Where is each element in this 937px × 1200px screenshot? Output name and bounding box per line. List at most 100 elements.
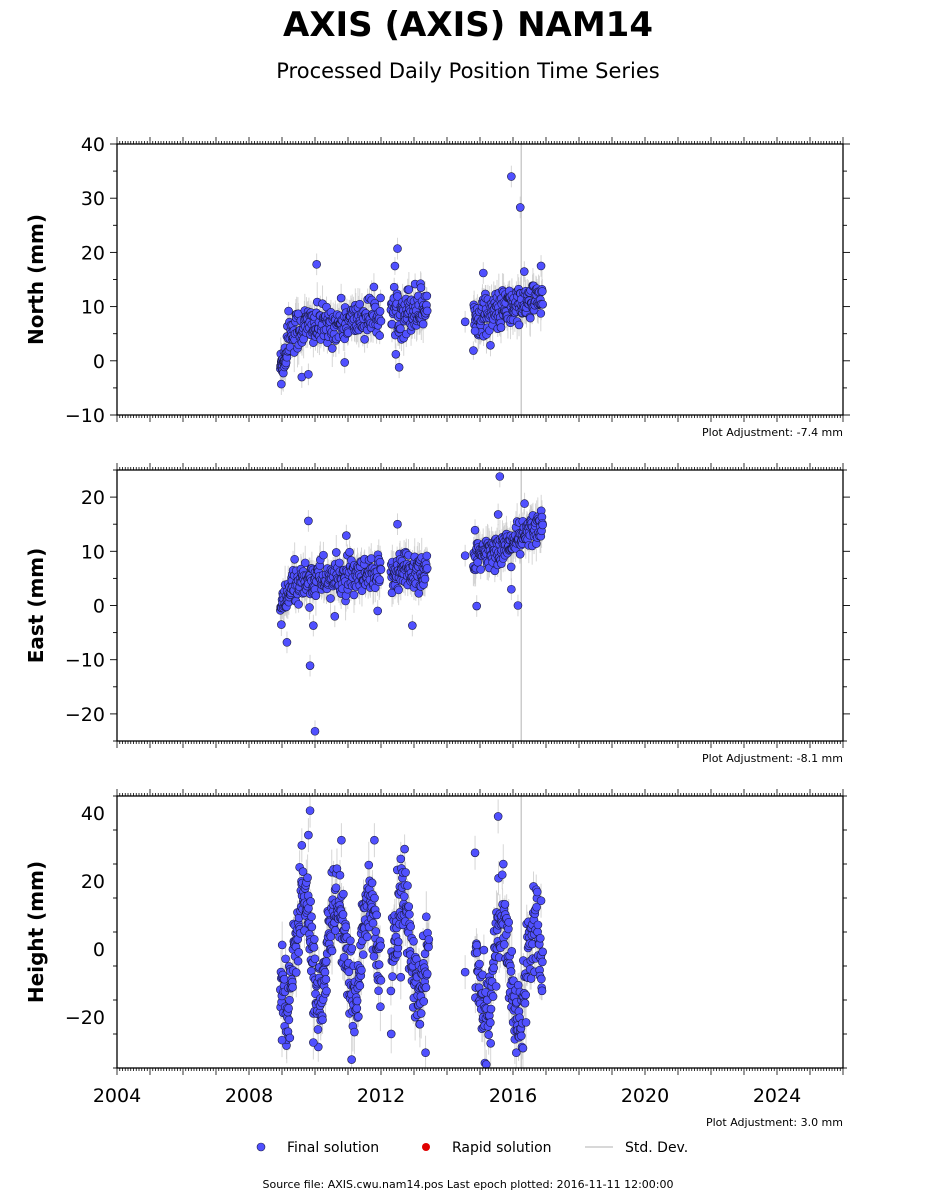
final-solution-point [538,287,547,296]
final-solution-point [415,1019,425,1029]
final-solution-point [404,902,414,911]
final-solution-point [497,870,507,880]
final-solution-point [506,562,516,572]
final-solution-point [472,940,482,950]
final-solution-point [489,963,499,973]
final-solution-point [401,868,410,877]
final-solution-point [409,936,418,946]
final-solution-point [364,860,374,870]
final-solution-point [536,896,546,906]
final-solution-point [297,840,307,850]
final-solution-point [504,917,514,927]
final-solution-point [320,967,330,977]
y-tick-label: 30 [81,188,105,210]
final-solution-point [358,950,368,959]
plot-adjustment-label: Plot Adjustment: -7.4 mm [702,426,843,439]
final-solution-point [307,912,316,922]
final-solution-point [393,292,402,301]
final-solution-point [376,316,386,326]
final-solution-point [536,261,546,271]
final-solution-point [288,982,297,992]
final-solution-point [372,910,382,920]
x-ticks [116,137,844,422]
final-solution-point [294,948,304,957]
x-ticks [116,789,844,1075]
final-solution-point [515,203,525,212]
final-solution-point [478,268,488,278]
final-solution-point [342,531,351,540]
final-solution-point [305,603,314,612]
final-solution-point [300,558,310,568]
final-solution-point [346,936,355,945]
final-solution-point [298,867,308,876]
final-solution-point [496,323,506,332]
final-solution-point [393,244,402,253]
final-solution-point [349,590,359,600]
final-solution-point [391,349,401,359]
final-solution-point [310,726,320,736]
final-solution-point [304,516,313,526]
final-solution-point [400,844,409,854]
final-solution-point [408,621,417,630]
final-solution-point [309,1038,318,1047]
chart-subtitle: Processed Daily Position Time Series [276,59,660,83]
final-solution-point [331,548,341,557]
y-tick-label: 10 [81,541,105,563]
final-solution-point [460,551,470,560]
final-solution-point [355,981,365,991]
final-solution-point [493,510,503,519]
panel-0: −10 0 10 20 30 40 North (mm) Plot Adjustment: -… [24,134,850,439]
final-solution-point [374,960,384,969]
y-tick-label: 40 [81,134,105,156]
final-solution-point [309,621,318,630]
final-solution-point [388,972,397,981]
final-solution-point [532,887,542,897]
final-solution-point [420,574,430,584]
final-solution-point [368,918,378,928]
final-solution-point [312,260,321,269]
final-solution-point [339,952,349,962]
final-solution-point [538,520,548,530]
final-solution-point [375,306,385,316]
final-solution-point [416,283,426,292]
final-solution-point [373,606,383,616]
final-solution-point [422,291,432,301]
final-solution-point [309,942,319,952]
final-solution-point [318,1015,327,1025]
final-solution-point [393,519,402,529]
final-solution-point [536,309,546,318]
final-solution-point [305,806,315,815]
final-solution-point [421,912,431,922]
final-solution-point [393,937,403,947]
final-solution-point [399,892,409,901]
final-solution-point [421,983,431,992]
final-solution-point [293,956,303,966]
final-solution-point [472,601,482,611]
final-solution-point [376,1002,385,1012]
final-solution-point [310,954,320,964]
final-solution-points [276,172,548,389]
final-solution-point [422,969,432,979]
final-solution-point [538,957,547,967]
final-solution-point [424,942,433,952]
final-solution-point [282,638,292,647]
final-solution-point [338,910,348,919]
final-solution-point [486,341,495,350]
final-solution-point [506,967,516,976]
final-solution-point [367,878,377,888]
final-solution-point [486,1004,496,1014]
final-solution-point [479,945,489,955]
final-solution-point [500,899,510,909]
final-solution-point [470,525,480,535]
final-solution-point [424,935,434,944]
final-solution-point [370,835,379,845]
final-solution-point [498,859,508,869]
final-solution-point [340,358,350,367]
final-solution-point [460,967,470,977]
final-solution-points [276,472,548,736]
final-solution-points [276,806,548,1069]
final-solution-point [525,313,535,323]
final-solution-point [321,975,331,984]
final-solution-point [486,1018,495,1027]
